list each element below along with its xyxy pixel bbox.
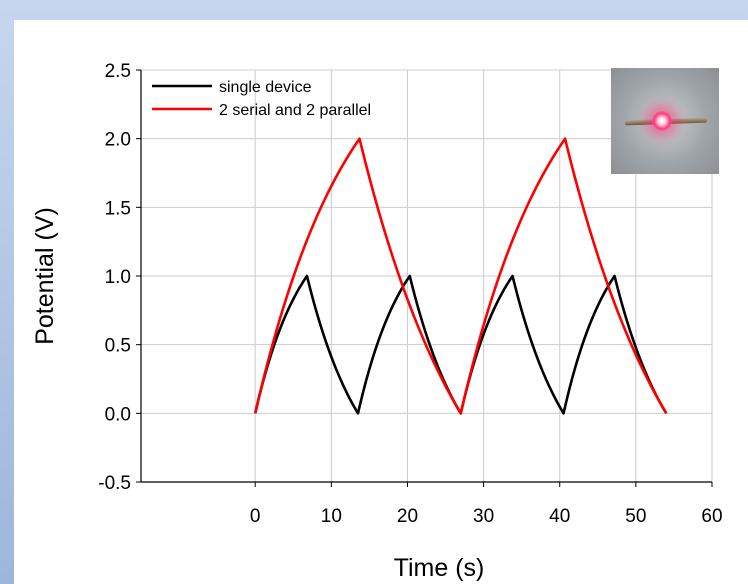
- red-led-icon: [652, 111, 672, 131]
- y-axis-label: Potential (V): [31, 207, 59, 345]
- x-tick-label: 10: [321, 506, 342, 527]
- x-tick-label: 30: [473, 506, 494, 527]
- legend: single device 2 serial and 2 parallel: [152, 79, 371, 119]
- x-tick-label: 50: [625, 506, 646, 527]
- series-2-serial-2-parallel-line: [253, 137, 668, 415]
- y-tick-label: 1.0: [105, 267, 131, 288]
- legend-label: 2 serial and 2 parallel: [219, 102, 371, 119]
- y-tick-label: 0.5: [105, 336, 131, 357]
- x-tick-label: 40: [549, 506, 570, 527]
- tick-labels: 0 10 20 30 40 50 60 -0.5 0.0 0.5 1.0 1.5 2.0 2.5: [98, 61, 722, 527]
- x-tick-label: 0: [250, 506, 261, 527]
- axes: [136, 69, 713, 487]
- y-tick-label: -0.5: [98, 473, 131, 494]
- legend-label: single device: [219, 79, 312, 96]
- y-tick-label: 2.0: [105, 130, 131, 151]
- y-tick-label: 1.5: [105, 198, 131, 219]
- x-tick-label: 20: [397, 506, 418, 527]
- y-tick-label: 2.5: [105, 61, 131, 82]
- y-tick-label: 0.0: [105, 404, 131, 425]
- data-series: [253, 137, 668, 415]
- x-tick-label: 60: [701, 506, 722, 527]
- led-photo-inset: [611, 68, 719, 174]
- x-axis-label: Time (s): [394, 554, 485, 582]
